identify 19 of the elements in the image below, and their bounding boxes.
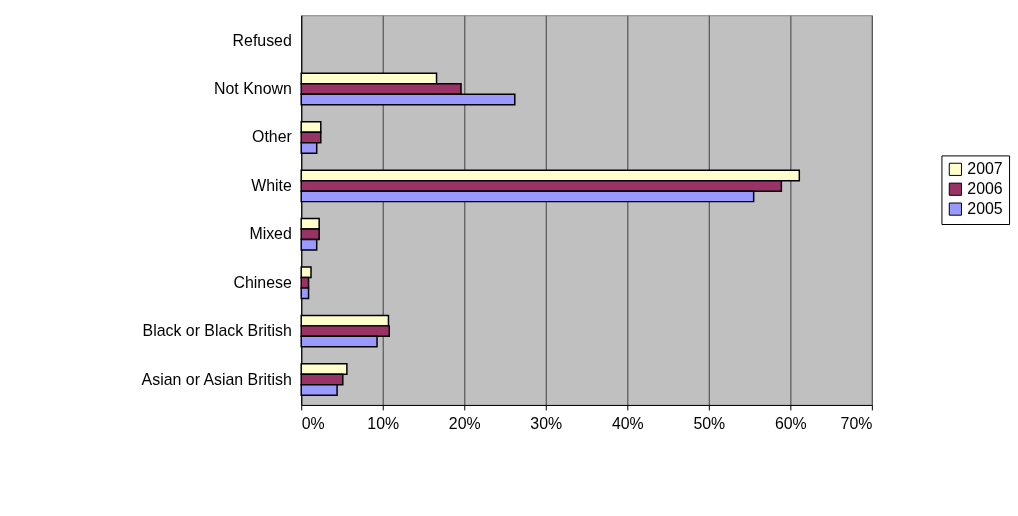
x-tick-label: 50% <box>693 415 726 433</box>
legend-label: 2007 <box>967 160 1003 178</box>
legend-label: 2006 <box>967 180 1003 198</box>
x-tick-label: 60% <box>774 415 807 433</box>
y-tick-label: Not Known <box>214 80 292 98</box>
y-tick-label: Asian or Asian British <box>141 370 292 388</box>
legend-label: 2005 <box>967 200 1003 218</box>
y-tick-label: Refused <box>232 31 292 49</box>
y-tick-label: Chinese <box>233 273 292 291</box>
x-tick-label: 30% <box>530 415 563 433</box>
x-tick-label: 10% <box>367 415 400 433</box>
x-tick-label: 0% <box>301 415 325 433</box>
y-tick-label: White <box>251 176 292 194</box>
x-tick-label: 70% <box>840 415 873 433</box>
x-tick-label: 20% <box>448 415 481 433</box>
y-tick-label: Other <box>252 128 293 146</box>
y-tick-label: Mixed <box>249 225 292 243</box>
x-tick-label: 40% <box>611 415 644 433</box>
y-tick-label: Black or Black British <box>142 322 292 340</box>
